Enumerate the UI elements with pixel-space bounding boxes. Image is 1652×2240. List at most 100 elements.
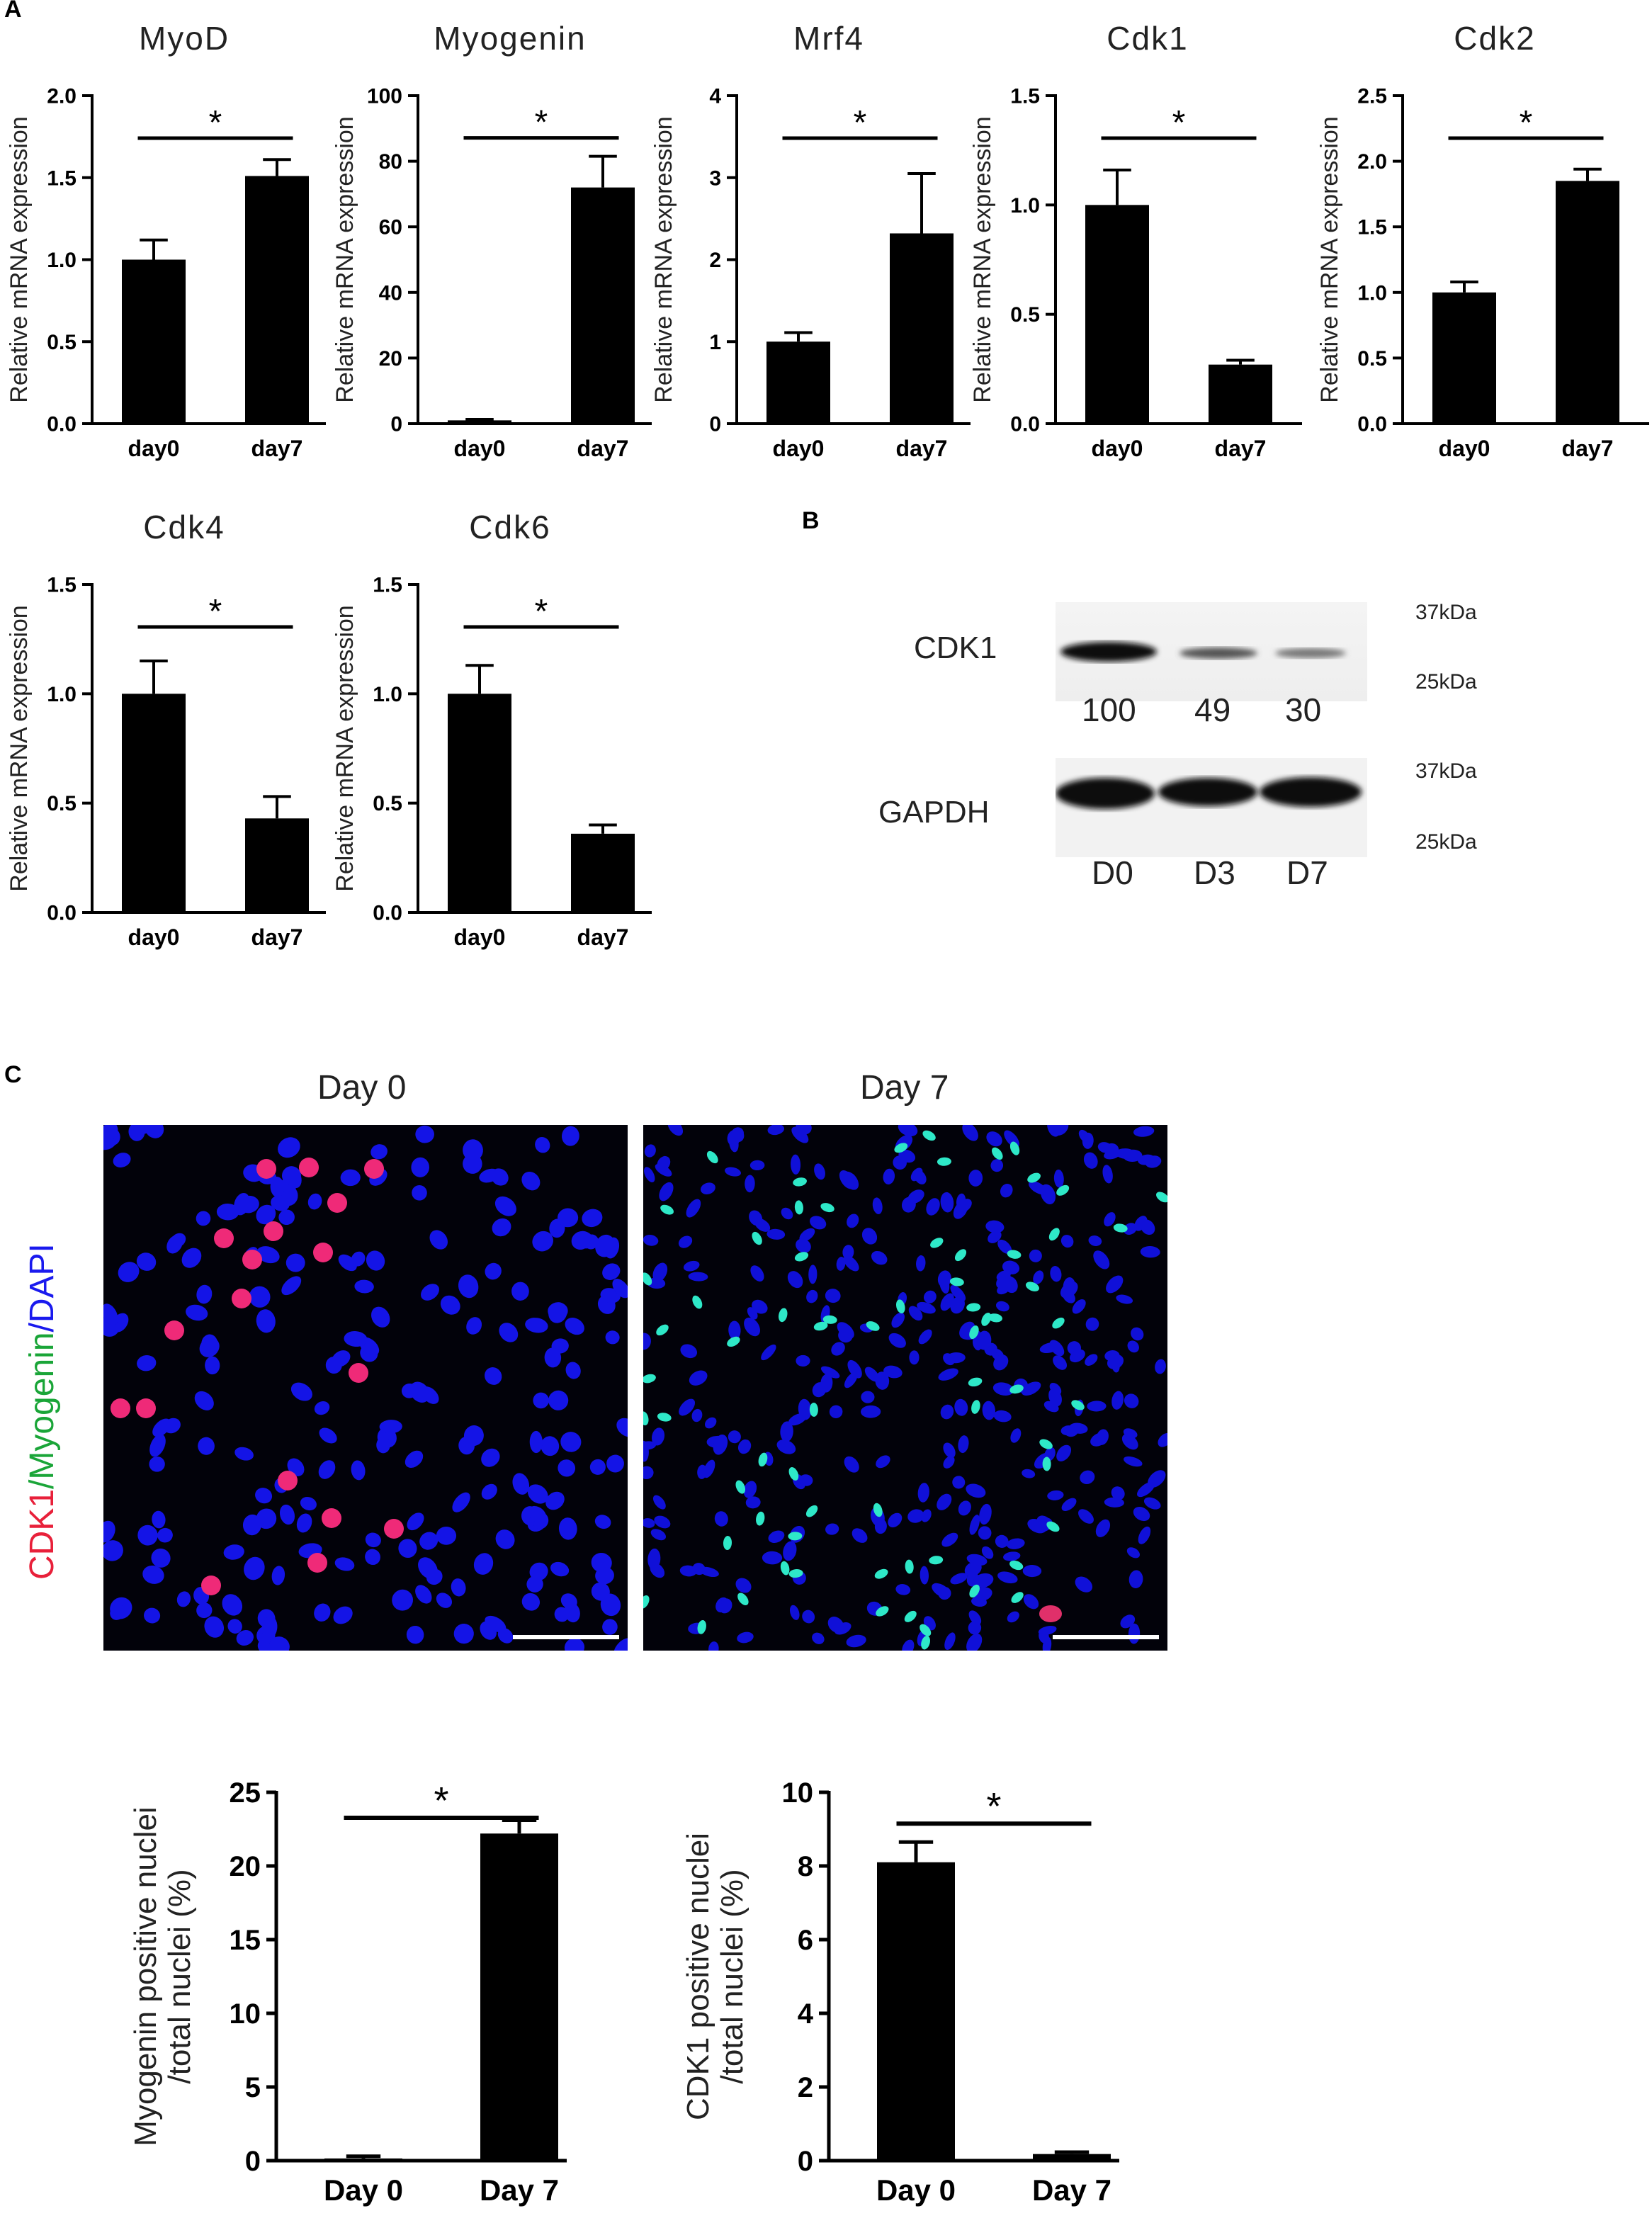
- bar-day7: [1556, 181, 1619, 424]
- dapi-nucleus: [953, 1200, 968, 1219]
- myogenin-positive-nucleus: [1007, 1250, 1022, 1259]
- dapi-nucleus: [787, 1271, 803, 1289]
- myogenin-positive-nucleus: [813, 1321, 828, 1331]
- dapi-nucleus: [227, 1619, 242, 1634]
- dapi-nucleus: [558, 1208, 579, 1228]
- gapdh-blot-strip: [1056, 758, 1367, 857]
- dapi-nucleus: [548, 1390, 569, 1410]
- dapi-nucleus: [527, 1484, 548, 1504]
- dapi-nucleus: [920, 1566, 929, 1585]
- dapi-nucleus: [334, 1557, 355, 1571]
- dapi-nucleus: [941, 1532, 958, 1547]
- y-tick-label: 1.0: [373, 683, 402, 706]
- dapi-nucleus: [529, 1430, 543, 1454]
- myogenin-positive-nucleus: [1046, 1521, 1060, 1532]
- dapi-nucleus: [680, 1344, 698, 1359]
- myogenin-positive-nucleus: [778, 1308, 788, 1323]
- myogenin-positive-nucleus: [657, 1413, 672, 1422]
- dapi-nucleus: [236, 1630, 254, 1646]
- bar-day7: [890, 233, 954, 424]
- y-tick-label: 80: [379, 150, 402, 174]
- cdk1-positive-nucleus: [1039, 1605, 1062, 1622]
- dapi-nucleus: [898, 1125, 918, 1137]
- dapi-nucleus: [825, 1523, 839, 1535]
- myogenin-chart: Myogenin Relative mRNA expression 0 20 40 60 8…: [332, 20, 652, 461]
- dapi-nucleus: [281, 1276, 302, 1296]
- dapi-nucleus: [745, 1496, 761, 1509]
- dapi-nucleus: [404, 1450, 424, 1469]
- dapi-nucleus: [952, 1476, 966, 1489]
- dapi-nucleus: [902, 1639, 915, 1651]
- dapi-nucleus: [136, 1252, 157, 1271]
- scale-bar: [1053, 1635, 1159, 1639]
- dapi-nucleus: [940, 1192, 954, 1213]
- dapi-nucleus: [861, 1228, 878, 1245]
- dapi-nucleus: [285, 1253, 305, 1272]
- dapi-nucleus: [1006, 1538, 1025, 1549]
- bar-day0: [448, 420, 511, 424]
- significance-star: *: [1520, 104, 1533, 142]
- dapi-nucleus: [895, 1584, 911, 1595]
- dapi-nucleus: [643, 1440, 649, 1462]
- dapi-nucleus: [256, 1309, 276, 1333]
- dapi-nucleus: [686, 1199, 701, 1218]
- day7-title: Day 7: [860, 1069, 949, 1107]
- y-tick-label: 0: [245, 2146, 261, 2177]
- myogenin-positive-nucleus: [937, 1157, 951, 1166]
- dapi-nucleus: [370, 1144, 387, 1160]
- dapi-nucleus: [767, 1125, 784, 1136]
- dapi-nucleus: [419, 1532, 439, 1550]
- dapi-nucleus: [157, 1527, 173, 1543]
- myogenin-positive-nucleus: [966, 1303, 981, 1312]
- cdk1-positive-cell: [307, 1553, 327, 1573]
- dapi-nucleus: [864, 1367, 879, 1382]
- y-tick-label: 100: [367, 85, 402, 108]
- myogenin-positive-nucleus: [809, 1402, 818, 1417]
- category-label: day0: [773, 436, 825, 461]
- cdk1-band-d0: [1060, 642, 1157, 662]
- y-axis-label: Myogenin positive nuclei: [128, 1806, 163, 2146]
- dapi-nucleus: [550, 1561, 570, 1577]
- dapi-nucleus: [314, 1401, 330, 1415]
- dapi-nucleus: [918, 1329, 932, 1345]
- dapi-nucleus: [1136, 1481, 1155, 1498]
- dapi-nucleus: [874, 1518, 887, 1534]
- dapi-nucleus: [654, 1515, 671, 1529]
- dapi-nucleus: [440, 1295, 460, 1315]
- dapi-nucleus: [1083, 1152, 1098, 1169]
- dapi-nucleus: [860, 1405, 881, 1418]
- y-axis-label: CDK1 positive nuclei: [681, 1833, 715, 2120]
- dapi-nucleus: [296, 1513, 312, 1533]
- dapi-nucleus: [204, 1616, 225, 1638]
- dapi-nucleus: [1033, 1270, 1044, 1284]
- dapi-nucleus: [923, 1290, 937, 1303]
- cdk1-positive-cell: [278, 1471, 298, 1490]
- y-tick-label: 40: [379, 281, 402, 305]
- stain-label-cdk1: CDK1: [23, 1489, 61, 1580]
- dapi-nucleus: [176, 1591, 191, 1607]
- cdk1-positive-cell: [264, 1221, 283, 1241]
- dapi-nucleus: [1078, 1509, 1094, 1524]
- cdk1-positive-cell: [214, 1228, 234, 1248]
- dapi-nucleus: [451, 1578, 466, 1597]
- dapi-nucleus: [453, 1624, 474, 1644]
- myogenin-positive-nucleus: [1039, 1439, 1053, 1449]
- micrograph-background: [643, 1125, 1167, 1651]
- dapi-nucleus: [914, 1170, 927, 1184]
- dapi-nucleus: [958, 1435, 969, 1454]
- myogenin-positive-nucleus: [1027, 1172, 1041, 1183]
- dapi-nucleus: [118, 1262, 140, 1282]
- y-tick-label: 0.0: [47, 902, 77, 925]
- dapi-nucleus: [958, 1500, 971, 1516]
- myogenin-positive-nucleus: [874, 1568, 888, 1579]
- bar-day0: [122, 259, 186, 424]
- significance-star: *: [209, 104, 222, 142]
- y-tick-label: 10: [230, 1998, 261, 2030]
- dapi-nucleus: [1140, 1219, 1155, 1235]
- category-label: day7: [251, 436, 303, 461]
- dapi-nucleus: [783, 1541, 797, 1561]
- myogenin-positive-nucleus: [820, 1203, 835, 1213]
- bar-day0: [324, 2158, 402, 2161]
- dapi-nucleus: [194, 1391, 214, 1410]
- dapi-nucleus: [846, 1634, 866, 1648]
